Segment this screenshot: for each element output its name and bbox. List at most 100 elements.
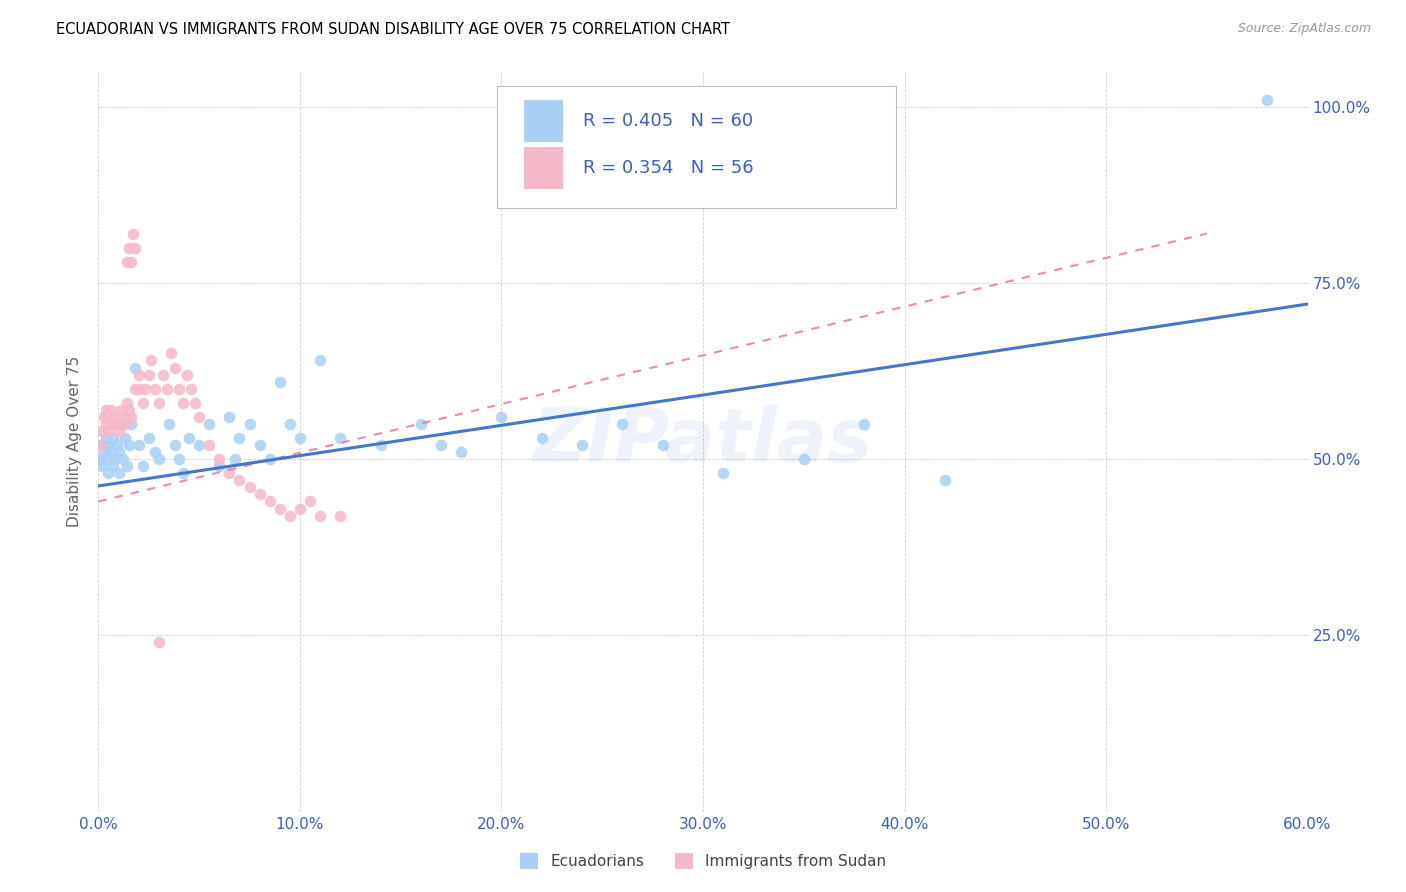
Point — [143, 445, 166, 459]
Point — [91, 424, 114, 438]
Point — [853, 417, 876, 431]
Point — [115, 396, 138, 410]
Point — [91, 459, 114, 474]
Point — [121, 227, 143, 241]
Point — [228, 473, 250, 487]
Text: ZIPatlas: ZIPatlas — [533, 405, 873, 478]
Point — [103, 452, 125, 467]
Point — [299, 494, 322, 508]
Point — [530, 431, 553, 445]
Point — [172, 396, 194, 410]
Text: ECUADORIAN VS IMMIGRANTS FROM SUDAN DISABILITY AGE OVER 75 CORRELATION CHART: ECUADORIAN VS IMMIGRANTS FROM SUDAN DISA… — [56, 22, 730, 37]
Point — [118, 241, 141, 255]
Point — [176, 368, 198, 382]
Point — [793, 452, 815, 467]
Point — [114, 431, 136, 445]
Point — [269, 375, 291, 389]
Point — [278, 417, 301, 431]
Point — [278, 508, 301, 523]
Point — [157, 417, 180, 431]
Point — [105, 438, 128, 452]
Point — [143, 382, 166, 396]
Point — [450, 445, 472, 459]
FancyBboxPatch shape — [524, 146, 562, 189]
FancyBboxPatch shape — [498, 87, 897, 209]
Point — [101, 431, 124, 445]
Point — [107, 424, 129, 438]
Point — [107, 445, 129, 459]
Point — [120, 254, 142, 268]
Point — [105, 417, 128, 431]
Point — [239, 417, 262, 431]
Point — [110, 402, 132, 417]
Point — [103, 409, 125, 424]
Point — [1256, 93, 1278, 107]
Y-axis label: Disability Age Over 75: Disability Age Over 75 — [67, 356, 83, 527]
Point — [118, 438, 141, 452]
Point — [269, 501, 291, 516]
Point — [259, 494, 281, 508]
Point — [179, 431, 201, 445]
Point — [329, 508, 352, 523]
Point — [288, 501, 311, 516]
Point — [124, 241, 146, 255]
Point — [97, 409, 120, 424]
Point — [430, 438, 453, 452]
Point — [110, 417, 132, 431]
Point — [198, 438, 221, 452]
Point — [249, 438, 271, 452]
Point — [124, 360, 146, 375]
Point — [101, 459, 124, 474]
Point — [138, 431, 160, 445]
Point — [167, 382, 190, 396]
Point — [309, 353, 332, 368]
Point — [128, 368, 150, 382]
Point — [218, 409, 240, 424]
Point — [228, 431, 250, 445]
Point — [111, 409, 134, 424]
Point — [120, 417, 142, 431]
Point — [128, 382, 150, 396]
Point — [97, 424, 120, 438]
Point — [148, 452, 170, 467]
Point — [612, 417, 634, 431]
Point — [934, 473, 956, 487]
Point — [91, 438, 114, 452]
Point — [100, 402, 122, 417]
Point — [111, 452, 134, 467]
Point — [711, 467, 734, 481]
Point — [309, 508, 332, 523]
Point — [167, 452, 190, 467]
Point — [96, 452, 118, 467]
Point — [180, 382, 202, 396]
Point — [208, 459, 231, 474]
Point — [249, 487, 271, 501]
Point — [128, 438, 150, 452]
Point — [172, 467, 194, 481]
FancyBboxPatch shape — [524, 100, 562, 142]
Point — [107, 467, 129, 481]
Point — [188, 438, 211, 452]
Legend: Ecuadorians, Immigrants from Sudan: Ecuadorians, Immigrants from Sudan — [513, 847, 893, 875]
Point — [97, 467, 120, 481]
Point — [651, 438, 673, 452]
Point — [184, 396, 207, 410]
Point — [115, 459, 138, 474]
Point — [97, 438, 120, 452]
Point — [148, 635, 170, 649]
Point — [120, 409, 142, 424]
Point — [89, 452, 111, 467]
Point — [198, 417, 221, 431]
Point — [163, 360, 186, 375]
Point — [329, 431, 352, 445]
Point — [218, 467, 240, 481]
Text: Source: ZipAtlas.com: Source: ZipAtlas.com — [1237, 22, 1371, 36]
Point — [118, 402, 141, 417]
Point — [134, 382, 156, 396]
Point — [148, 396, 170, 410]
Point — [160, 346, 183, 360]
Point — [132, 396, 155, 410]
Point — [96, 402, 118, 417]
Point — [152, 368, 174, 382]
Point — [115, 254, 138, 268]
